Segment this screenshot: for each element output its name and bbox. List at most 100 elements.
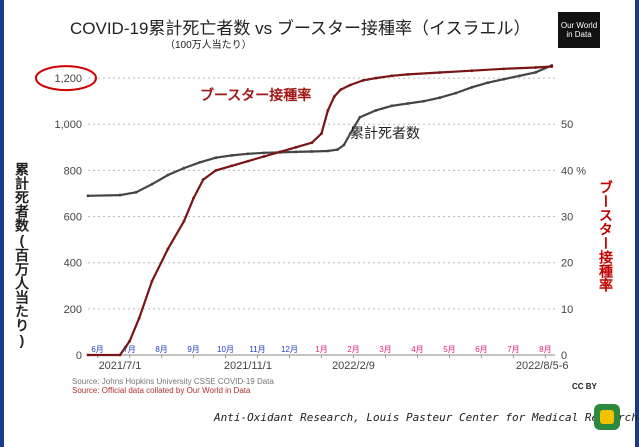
owid-logo: Our World in Data xyxy=(558,12,600,48)
data-point xyxy=(310,141,314,145)
data-point xyxy=(118,353,122,357)
footer-logo-icon xyxy=(594,404,620,430)
data-point xyxy=(86,194,90,198)
data-point xyxy=(166,247,170,251)
data-point xyxy=(486,81,490,85)
month-label: 8月 xyxy=(539,345,551,354)
month-label: 11月 xyxy=(249,345,265,354)
data-point xyxy=(192,196,195,200)
y-left-tick-label: 200 xyxy=(64,304,82,316)
x-tick-label: 2021/7/1 xyxy=(99,360,142,372)
y-left-tick-label: 1,200 xyxy=(54,73,82,85)
data-point xyxy=(502,77,506,81)
data-point xyxy=(332,95,336,98)
y-right-tick-label: 10 xyxy=(561,304,573,316)
data-point xyxy=(390,104,394,108)
data-point xyxy=(230,153,234,157)
data-point xyxy=(374,108,378,112)
deaths-series-label: 累計死者数 xyxy=(350,125,420,141)
data-point xyxy=(137,316,141,320)
data-point xyxy=(390,74,394,78)
booster-series-label: ブースター接種率 xyxy=(200,87,311,103)
data-point xyxy=(406,102,410,105)
data-point xyxy=(246,152,250,156)
data-point xyxy=(406,72,410,76)
data-point xyxy=(166,173,170,177)
cc-by-label: CC BY xyxy=(572,382,597,391)
data-point xyxy=(128,339,131,343)
data-point xyxy=(348,83,352,87)
data-point xyxy=(294,150,298,154)
y-left-tick-label: 800 xyxy=(64,165,82,177)
data-point xyxy=(246,159,250,163)
data-point xyxy=(320,132,323,135)
y-right-tick-label: 50 xyxy=(561,119,573,131)
source-line-2: Source: Official data collated by Our Wo… xyxy=(72,386,251,395)
data-point xyxy=(339,88,343,92)
data-point xyxy=(550,65,554,68)
month-label: 8月 xyxy=(155,345,167,354)
y-left-tick-label: 400 xyxy=(64,258,82,270)
highlight-ellipse xyxy=(35,65,97,92)
data-point xyxy=(214,168,218,172)
data-point xyxy=(336,148,339,152)
data-point xyxy=(310,150,314,153)
chart-area: 0 200 400 600 800 1,000 1,200 0 10 20 30 40 % 50 6月 7月… xyxy=(35,63,586,372)
month-label: 6月 xyxy=(91,345,103,354)
footer-credit: Anti-Oxidant Research, Louis Pasteur Cen… xyxy=(214,411,639,424)
y-axis-left-label: 累計死者数(百万人当たり) xyxy=(14,162,30,348)
data-point xyxy=(294,145,298,149)
data-point xyxy=(470,85,474,89)
data-point xyxy=(86,353,90,357)
data-point xyxy=(182,166,186,170)
data-point xyxy=(348,132,352,135)
y-axis-right-label: ブースター接種率 xyxy=(598,180,614,292)
data-point xyxy=(134,190,138,194)
month-label: 4月 xyxy=(411,345,423,354)
y-right-tick-label: 0 xyxy=(561,350,567,362)
y-right-tick-label: 30 xyxy=(561,212,573,224)
deaths-line xyxy=(87,64,553,197)
chart-subtitle: （100万人当たり） xyxy=(165,40,252,51)
month-label: 10月 xyxy=(217,345,234,354)
data-point xyxy=(118,193,122,197)
data-point xyxy=(198,160,202,164)
data-point xyxy=(326,108,330,112)
source-line-1: Source: Johns Hopkins University CSSE CO… xyxy=(72,377,274,386)
data-point xyxy=(361,78,365,82)
data-point xyxy=(454,91,458,95)
data-point xyxy=(438,96,442,100)
data-point xyxy=(534,70,538,74)
month-label: 7月 xyxy=(507,345,519,354)
data-point xyxy=(518,74,522,78)
chart-title: COVID-19累計死亡者数 vs ブースター接種率（イスラエル） xyxy=(70,19,531,38)
month-label: 1月 xyxy=(315,345,327,354)
y-left-tick-label: 600 xyxy=(64,212,82,224)
data-point xyxy=(230,164,234,168)
booster-line xyxy=(88,65,552,357)
month-label: 5月 xyxy=(443,345,455,354)
data-point xyxy=(262,155,266,158)
month-label: 7月 xyxy=(123,345,135,354)
data-point xyxy=(326,149,330,153)
data-point xyxy=(214,156,218,160)
data-point xyxy=(150,279,154,283)
month-label: 6月 xyxy=(475,345,487,354)
data-point xyxy=(438,71,442,74)
data-point xyxy=(342,143,346,147)
month-label: 12月 xyxy=(281,345,298,354)
y-right-tick-label: 20 xyxy=(561,258,573,270)
x-tick-label: 2022/2/9 xyxy=(332,360,375,372)
x-tick-label: 2022/8/5-6 xyxy=(516,360,569,372)
data-point xyxy=(422,99,426,103)
y-right-tick-label: 40 % xyxy=(561,165,586,177)
data-point xyxy=(150,182,154,186)
month-label: 3月 xyxy=(379,345,391,354)
month-label: 9月 xyxy=(187,345,199,354)
data-point xyxy=(502,67,506,71)
data-point xyxy=(182,219,186,223)
data-point xyxy=(470,69,474,73)
data-point xyxy=(358,115,362,119)
x-tick-label: 2021/11/1 xyxy=(224,360,272,372)
